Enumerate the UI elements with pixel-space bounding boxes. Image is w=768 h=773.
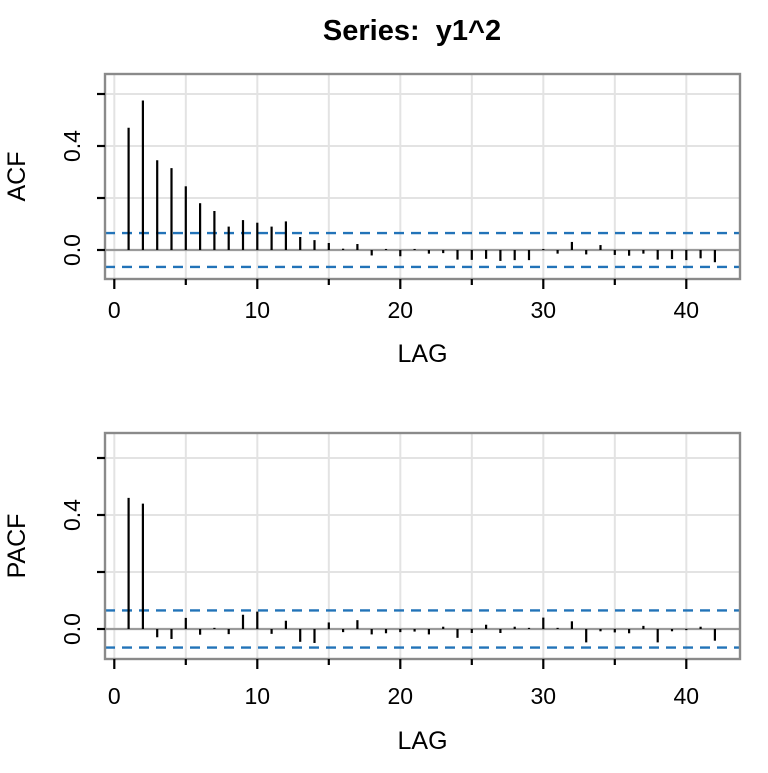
- acf-y-axis-title: ACF: [3, 152, 31, 202]
- pacf-ytick-label: 0.4: [59, 499, 85, 531]
- pacf-xtick-label: 40: [674, 683, 700, 709]
- acf-panel-border: [103, 72, 742, 281]
- panels: 0.0 0.4 0 10 20 30 40 ACF LAG 0.0 0.4 0 10 20 30 40 PACF…: [3, 72, 742, 755]
- figure-title: Series: y1^2: [323, 15, 501, 47]
- pacf-panel-border: [103, 431, 742, 661]
- acf-panel-background: [105, 74, 740, 279]
- pacf-ytick-label: 0.0: [59, 613, 85, 645]
- pacf-xtick-label: 30: [531, 683, 557, 709]
- pacf-xtick-label: 0: [108, 683, 121, 709]
- acf-x-axis-title: LAG: [397, 340, 447, 368]
- pacf-panel: 0.0 0.4 0 10 20 30 40 PACF LAG: [3, 431, 742, 755]
- pacf-y-axis-title: PACF: [3, 514, 31, 579]
- pacf-xtick-label: 20: [388, 683, 414, 709]
- acf-xtick-label: 10: [245, 297, 271, 323]
- pacf-x-axis-title: LAG: [397, 727, 447, 755]
- acf-xtick-label: 0: [108, 297, 121, 323]
- acf-xtick-label: 30: [531, 297, 557, 323]
- acf-ytick-label: 0.4: [59, 130, 85, 162]
- pacf-panel-background: [105, 433, 740, 659]
- acf-xtick-label: 20: [388, 297, 414, 323]
- acf-ytick-label: 0.0: [59, 234, 85, 266]
- acf-panel: 0.0 0.4 0 10 20 30 40 ACF LAG: [3, 72, 742, 368]
- pacf-xtick-label: 10: [245, 683, 271, 709]
- acf-xtick-label: 40: [674, 297, 700, 323]
